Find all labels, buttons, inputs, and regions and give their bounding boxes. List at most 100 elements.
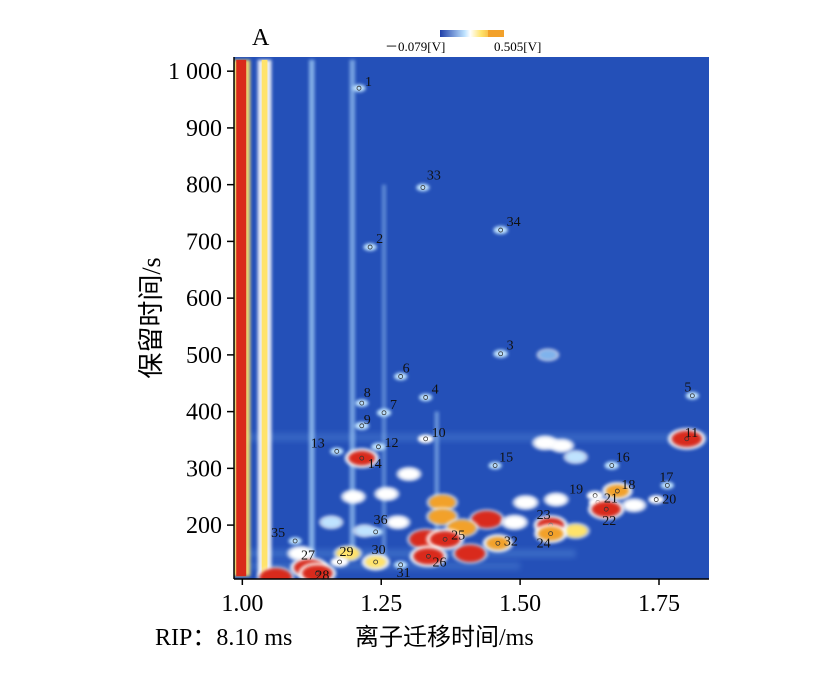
- peak-marker: [359, 400, 365, 406]
- y-tick-label: 600: [186, 286, 222, 312]
- signal-blob: [336, 547, 360, 560]
- peak-spot: [348, 451, 375, 466]
- peak-marker: [398, 374, 404, 379]
- peak-marker: [314, 570, 320, 576]
- peak-marker: [292, 538, 298, 544]
- peak-label: 13: [311, 436, 325, 451]
- peak-label: 25: [451, 528, 465, 543]
- horizontal-band: [234, 549, 576, 558]
- peak-spot: [660, 481, 674, 490]
- peak-marker: [495, 540, 501, 546]
- peak-spot: [648, 495, 665, 504]
- peak-label: 31: [397, 566, 411, 581]
- panel-label: A: [252, 25, 270, 51]
- signal-blob: [566, 451, 586, 463]
- peak-label: 12: [384, 436, 398, 451]
- peak-marker: [684, 436, 690, 442]
- signal-blob: [387, 516, 408, 528]
- peak-marker: [664, 482, 670, 488]
- peak-label: 26: [432, 555, 446, 570]
- streak-core: [381, 184, 387, 560]
- peak-marker: [367, 244, 373, 250]
- peak-label: 22: [602, 514, 616, 529]
- signal-blob: [376, 488, 397, 500]
- peak-spot: [371, 442, 386, 451]
- peak-marker: [498, 227, 504, 233]
- peak-label: 35: [271, 526, 285, 541]
- peak-spot: [355, 399, 369, 407]
- signal-blob: [321, 517, 341, 528]
- peak-marker: [614, 488, 620, 494]
- peak-spot: [363, 243, 377, 251]
- peak-label: 27: [301, 549, 315, 564]
- y-axis-ticks: 200 300 400 500 600 700 800 900 1 000: [168, 59, 234, 539]
- peak-spot: [354, 421, 369, 430]
- peak-marker: [548, 531, 554, 537]
- peak-label: 15: [499, 451, 513, 466]
- peak-spot: [493, 225, 508, 235]
- signal-blob: [624, 499, 644, 511]
- peak-label: 33: [427, 169, 441, 184]
- peak-spot: [419, 393, 433, 402]
- peak-label: 11: [685, 426, 698, 441]
- peak-marker: [337, 559, 342, 565]
- peak-label: 10: [432, 426, 446, 441]
- peak-spot: [488, 461, 502, 470]
- peak-spot: [486, 537, 510, 550]
- peak-spot: [604, 461, 619, 470]
- y-tick-label: 300: [186, 456, 222, 482]
- peak-label: 9: [364, 413, 371, 428]
- streak-core: [236, 59, 247, 577]
- peak-spot: [288, 537, 302, 545]
- peak-marker: [423, 395, 429, 400]
- x-tick-label: 1.00: [221, 591, 263, 617]
- peak-label: 16: [616, 451, 630, 466]
- peak-marker: [653, 497, 659, 502]
- vertical-streaks: [234, 59, 439, 577]
- peak-label: 1: [365, 75, 372, 90]
- peak-label: 19: [569, 483, 583, 498]
- y-tick-label: 800: [186, 173, 222, 199]
- peak-spot: [330, 556, 349, 567]
- peak-marker: [492, 463, 498, 468]
- peak-label: 28: [315, 568, 329, 583]
- peak-marker: [423, 436, 429, 442]
- streak-core: [261, 59, 268, 577]
- peak-label: 24: [537, 537, 551, 552]
- peak-marker: [426, 553, 431, 559]
- signal-blob: [455, 545, 486, 562]
- signal-blob: [539, 350, 557, 360]
- colorbar-gradient-right: [488, 30, 504, 37]
- signal-blobs: [256, 348, 647, 579]
- y-axis-title: 保留时间/s: [137, 257, 166, 378]
- peak-spot: [605, 484, 629, 498]
- peak-spot: [376, 408, 392, 417]
- signal-blob: [564, 524, 588, 538]
- peak-marker: [689, 393, 695, 399]
- colorbar-gradient-left: [440, 30, 495, 37]
- peak-label: 18: [621, 478, 635, 493]
- peak-spot: [591, 501, 621, 517]
- y-tick-label: 400: [186, 400, 222, 426]
- peak-label: 34: [507, 215, 521, 230]
- peak-label: 3: [507, 339, 514, 354]
- peak-marker: [420, 185, 426, 190]
- peak-spot: [430, 531, 461, 548]
- peak-label: 30: [372, 543, 386, 558]
- streak-core: [349, 59, 356, 560]
- y-tick-label: 700: [186, 229, 222, 255]
- signal-blob: [428, 509, 456, 525]
- signal-blob: [289, 547, 312, 560]
- peak-marker: [603, 506, 609, 512]
- signal-blob: [399, 468, 419, 480]
- peak-marker: [356, 85, 362, 91]
- peak-label: 29: [340, 545, 354, 560]
- signal-blob: [343, 491, 364, 503]
- y-tick-label: 900: [186, 116, 222, 142]
- peak-marker: [373, 559, 379, 565]
- peak-label: 20: [662, 493, 676, 508]
- peak-spot: [685, 391, 699, 400]
- x-axis-title: 离子迁移时间/ms: [355, 624, 534, 651]
